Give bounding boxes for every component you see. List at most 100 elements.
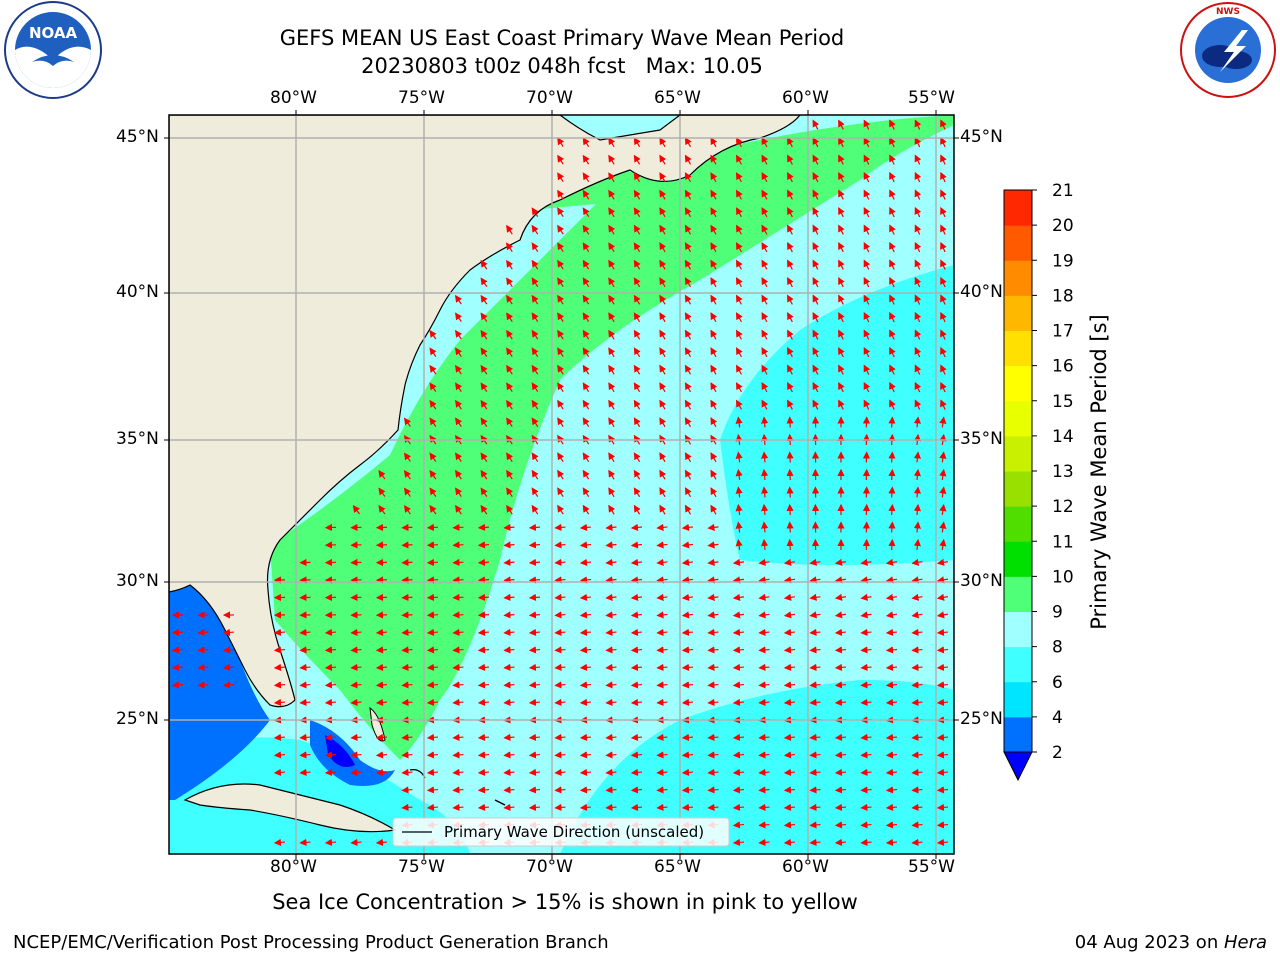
wave-direction-arrow: [888, 538, 896, 551]
wave-direction-arrow: [710, 277, 718, 288]
wave-direction-arrow: [477, 523, 490, 532]
wave-direction-arrow: [454, 312, 463, 322]
wave-direction-arrow: [914, 294, 922, 305]
wave-direction-arrow: [735, 277, 743, 288]
wave-direction-arrow: [659, 224, 667, 235]
colorbar-band: [1004, 646, 1032, 683]
wave-direction-arrow: [710, 417, 718, 428]
wave-direction-arrow: [914, 346, 922, 358]
wave-direction-arrow: [633, 294, 641, 305]
wave-direction-arrow: [605, 681, 617, 689]
wave-direction-arrow: [454, 294, 463, 305]
wave-direction-arrow: [557, 277, 565, 288]
wave-direction-arrow: [940, 171, 947, 183]
wave-direction-arrow: [582, 312, 590, 323]
wave-direction-arrow: [809, 663, 821, 671]
wave-direction-arrow: [707, 628, 719, 636]
wave-direction-arrow: [911, 838, 923, 846]
wave-direction-arrow: [838, 171, 845, 183]
wave-direction-arrow: [582, 504, 590, 515]
wave-direction-arrow: [503, 803, 515, 811]
wave-direction-arrow: [605, 523, 617, 531]
wave-direction-arrow: [454, 399, 463, 410]
wave-direction-arrow: [557, 399, 565, 410]
wave-direction-arrow: [761, 538, 769, 551]
wave-direction-arrow: [911, 786, 923, 794]
wave-direction-arrow: [630, 593, 643, 601]
wave-direction-arrow: [707, 576, 719, 584]
chart-subtitle: 20230803 t00z 048h fcst Max: 10.05: [361, 54, 763, 78]
wave-direction-arrow: [579, 523, 592, 531]
wave-direction-arrow: [605, 786, 617, 794]
wave-direction-arrow: [375, 733, 388, 741]
colorbar-band: [1004, 435, 1032, 472]
wave-direction-arrow: [531, 224, 539, 235]
wave-direction-arrow: [656, 698, 668, 706]
wave-direction-arrow: [426, 611, 439, 619]
wave-direction-arrow: [480, 294, 488, 305]
wave-direction-arrow: [681, 698, 694, 706]
wave-direction-arrow: [863, 329, 871, 340]
lon-tick-bottom: 70°W: [526, 857, 573, 877]
wave-direction-arrow: [426, 593, 439, 602]
wave-direction-arrow: [888, 468, 896, 481]
wave-direction-arrow: [633, 347, 641, 358]
wave-direction-arrow: [531, 242, 539, 253]
wave-direction-arrow: [940, 276, 947, 288]
wave-direction-arrow: [401, 611, 413, 619]
wave-direction-arrow: [809, 786, 821, 794]
wave-direction-arrow: [809, 611, 821, 619]
wave-direction-arrow: [633, 382, 641, 393]
wave-direction-arrow: [809, 733, 821, 741]
wave-direction-arrow: [557, 242, 565, 253]
lon-tick-top: 60°W: [782, 88, 829, 108]
wave-direction-arrow: [732, 768, 745, 776]
wave-direction-arrow: [681, 681, 694, 689]
wave-direction-arrow: [454, 417, 463, 427]
wave-direction-arrow: [477, 786, 490, 794]
wave-direction-arrow: [528, 751, 541, 759]
wave-direction-arrow: [863, 171, 871, 183]
wave-direction-arrow: [681, 523, 694, 531]
wave-direction-arrow: [480, 487, 488, 497]
wave-direction-arrow: [888, 486, 896, 498]
wave-direction-arrow: [630, 768, 643, 776]
wave-direction-arrow: [401, 751, 413, 759]
wave-direction-arrow: [863, 259, 871, 270]
wave-direction-arrow: [557, 347, 565, 358]
wave-direction-arrow: [477, 751, 490, 759]
wave-direction-arrow: [940, 119, 947, 130]
wave-direction-arrow: [605, 733, 617, 741]
wave-direction-arrow: [940, 381, 947, 393]
wave-direction-arrow: [707, 698, 719, 706]
wave-direction-arrow: [681, 751, 694, 759]
wave-direction-arrow: [838, 381, 845, 393]
wave-direction-arrow: [582, 294, 590, 305]
wave-direction-arrow: [758, 681, 770, 689]
wave-direction-arrow: [429, 417, 437, 427]
wave-direction-arrow: [605, 646, 617, 654]
wave-direction-arrow: [273, 628, 286, 636]
wave-direction-arrow: [426, 646, 439, 654]
wave-direction-arrow: [936, 821, 949, 829]
wave-direction-arrow: [758, 611, 770, 619]
wave-direction-arrow: [735, 451, 743, 463]
wave-direction-arrow: [735, 382, 743, 393]
wave-direction-arrow: [324, 681, 337, 689]
wave-direction-arrow: [863, 364, 871, 375]
wave-direction-arrow: [936, 786, 949, 794]
wave-direction-arrow: [735, 172, 743, 183]
wave-direction-arrow: [889, 276, 896, 288]
wave-direction-arrow: [758, 821, 770, 829]
wave-direction-arrow: [273, 663, 286, 671]
wave-direction-arrow: [860, 786, 872, 794]
wave-direction-arrow: [787, 399, 794, 410]
colorbar-band: [1004, 190, 1032, 226]
wave-direction-arrow: [681, 733, 694, 741]
wave-direction-arrow: [863, 346, 871, 358]
wave-direction-arrow: [888, 503, 896, 516]
wave-direction-arrow: [605, 611, 617, 619]
wave-direction-arrow: [735, 189, 743, 200]
wave-direction-arrow: [273, 838, 286, 846]
wave-direction-arrow: [608, 417, 616, 428]
